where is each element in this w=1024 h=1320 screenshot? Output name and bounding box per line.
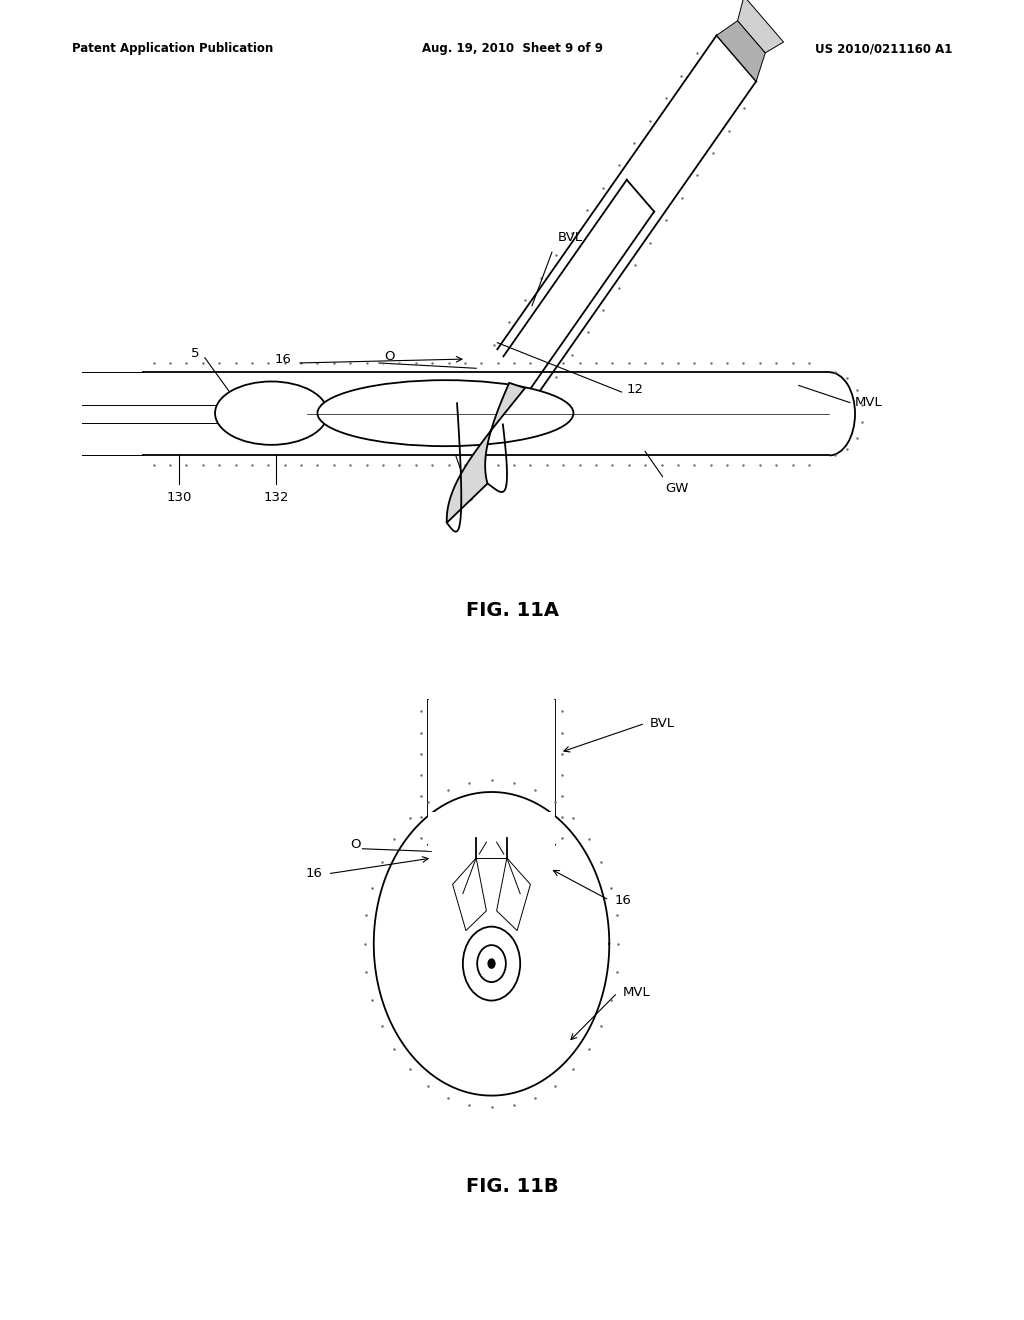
Text: O: O — [350, 838, 360, 851]
Text: 12: 12 — [627, 383, 644, 396]
Polygon shape — [737, 0, 783, 53]
Text: 16: 16 — [614, 894, 631, 907]
Text: GW: GW — [666, 482, 689, 495]
Circle shape — [374, 792, 609, 1096]
Text: 130: 130 — [167, 491, 191, 504]
Text: 5: 5 — [191, 347, 200, 360]
Ellipse shape — [215, 381, 328, 445]
Text: Aug. 19, 2010  Sheet 9 of 9: Aug. 19, 2010 Sheet 9 of 9 — [422, 42, 602, 55]
Text: O: O — [384, 350, 394, 363]
Polygon shape — [497, 858, 530, 931]
Ellipse shape — [317, 380, 573, 446]
Text: 16: 16 — [306, 867, 323, 880]
Polygon shape — [717, 21, 765, 82]
Text: Patent Application Publication: Patent Application Publication — [72, 42, 273, 55]
Circle shape — [487, 958, 496, 969]
Bar — [428, 700, 555, 845]
Text: FIG. 11B: FIG. 11B — [466, 1177, 558, 1196]
Polygon shape — [453, 858, 486, 931]
Text: BVL: BVL — [650, 717, 676, 730]
Circle shape — [477, 945, 506, 982]
Text: 132: 132 — [264, 491, 289, 504]
Text: FIG. 11A: FIG. 11A — [466, 601, 558, 619]
Polygon shape — [446, 383, 525, 523]
Bar — [428, 812, 555, 851]
Text: MVL: MVL — [623, 986, 650, 999]
Text: MVL: MVL — [855, 396, 883, 409]
Text: BVL: BVL — [558, 231, 584, 244]
Text: 16: 16 — [275, 352, 292, 366]
Text: 16: 16 — [458, 491, 474, 504]
Text: US 2010/0211160 A1: US 2010/0211160 A1 — [815, 42, 952, 55]
Circle shape — [463, 927, 520, 1001]
